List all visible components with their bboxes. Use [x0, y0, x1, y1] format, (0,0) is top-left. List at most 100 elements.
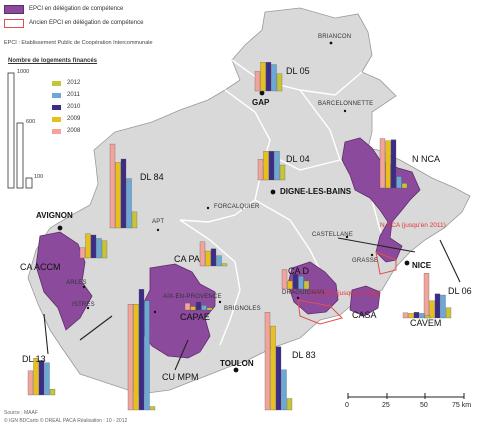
legend-year-2008: 2008	[52, 128, 80, 134]
scale-value-1000: 1000	[17, 69, 30, 75]
bar-ca-d-2010	[292, 273, 299, 290]
year-label: 2009	[67, 116, 81, 122]
bar-capae-2008	[184, 302, 191, 311]
bar-cavem-2008	[402, 312, 409, 319]
label-dl04: DL 04	[286, 154, 310, 164]
epci-definition: EPCI : Etablissement Public de Coopérati…	[4, 40, 153, 46]
bar-ca-d-2008	[281, 269, 288, 290]
bar-cu-mpm-2010	[138, 289, 145, 411]
bar-dl-06-2011	[440, 294, 446, 319]
bar-ca-d-2012	[303, 280, 310, 290]
bar-dl-04-2012	[279, 164, 286, 181]
bar-dl-13-2009	[33, 358, 39, 396]
year-label: 2012	[67, 80, 81, 86]
bar-dl-04-2009	[263, 151, 269, 181]
bar-dl-04-2008	[257, 159, 264, 181]
bar-n-nca-2011	[396, 176, 402, 189]
bar-dl-06-2010	[434, 293, 441, 319]
scale-tick-75km: 75 km	[452, 402, 472, 409]
city-castellane: CASTELLANE	[312, 232, 354, 238]
label-dl83: DL 83	[292, 350, 316, 360]
city-nice: NICE	[412, 261, 432, 270]
bar-dl-13-2012	[49, 389, 56, 396]
city-digne: DIGNE-LES-BAINS	[280, 187, 352, 196]
legend-nb-title: Nombre de logements financés	[8, 58, 98, 64]
bar-dl-84-2012	[131, 211, 138, 229]
year-swatch	[52, 128, 61, 134]
bar-dl-05-2009	[260, 62, 266, 92]
year-swatch	[52, 116, 61, 122]
year-label: 2010	[67, 104, 81, 110]
label-dl84: DL 84	[140, 172, 164, 182]
year-label: 2008	[67, 128, 81, 134]
bar-n-nca-2009	[385, 140, 391, 189]
bar-dl-84-2010	[120, 158, 127, 229]
bar-ca-pa-2010	[210, 248, 217, 267]
legend-bar-scale	[7, 72, 33, 189]
label-cavem: CAVEM	[410, 318, 442, 328]
bar-capae-2010	[195, 301, 202, 311]
bar-cavem-2012	[424, 315, 431, 319]
bar-dl-84-2009	[115, 162, 121, 229]
epci-accm	[35, 231, 93, 331]
legend-year-2011: 2011	[52, 92, 80, 98]
scale-tick-0: 0	[345, 402, 349, 409]
city-draguignan: DRAGUIGNAN	[282, 290, 325, 296]
scale-tick-50: 50	[420, 402, 428, 409]
bar-ca-pa-2009	[205, 250, 211, 267]
note-cad-old: CA CSD (jusqu'en 2011)	[310, 290, 381, 297]
bar-dl-05-2012	[276, 73, 283, 92]
city-briancon: BRIANCON	[318, 34, 352, 40]
source-line-2: © IGN BDCarto © DREAL PACA Réalisation :…	[4, 418, 128, 424]
label-capae: CAPAE	[180, 312, 210, 322]
bar-ca-accm-2012	[101, 240, 108, 259]
city-barcelonnette: BARCELONNETTE	[318, 101, 374, 107]
city-toulon: TOULON	[220, 359, 254, 368]
legend-year-2009: 2009	[52, 116, 80, 122]
bar-cavem-2011	[419, 313, 425, 319]
legend-epci-label: EPCI en délégation de compétence	[29, 6, 124, 12]
bar-capae-2012	[206, 307, 213, 311]
bar-ca-d-2011	[298, 276, 304, 290]
bar-cu-mpm-2012	[149, 406, 156, 411]
label-cu-mpm: CU MPM	[162, 372, 199, 382]
city-gap: GAP	[252, 98, 270, 107]
epci-swatch	[4, 4, 24, 14]
bar-cu-mpm-2009	[133, 304, 139, 411]
city-arles: ARLES	[66, 280, 87, 286]
bar-dl-04-2010	[268, 151, 275, 181]
epci-ancien-nca	[375, 251, 397, 275]
bar-cu-mpm-2011	[144, 300, 150, 411]
scale-value-600: 600	[26, 119, 36, 125]
legend: EPCI en délégation de compétence Ancien …	[4, 4, 143, 32]
label-nnca: N NCA	[412, 154, 441, 164]
bar-dl-83-2009	[270, 325, 276, 411]
scale-tick-25: 25	[382, 402, 390, 409]
bar-n-nca-2010	[390, 139, 397, 189]
label-dl05: DL 05	[286, 66, 310, 76]
city-grasse: GRASSE	[352, 258, 379, 264]
bar-capae-2011	[201, 305, 207, 311]
bar-ca-accm-2009	[85, 233, 91, 259]
label-dl13: DL 13	[22, 354, 46, 364]
bar-dl-83-2012	[286, 398, 293, 411]
year-swatch	[52, 92, 61, 98]
bar-cavem-2009	[408, 313, 414, 319]
year-swatch	[52, 80, 61, 86]
bar-dl-13-2010	[38, 360, 45, 396]
bar-ca-pa-2008	[199, 241, 206, 267]
scale-value-100: 100	[34, 174, 44, 180]
bar-dl-05-2008	[254, 71, 261, 92]
bar-n-nca-2008	[379, 138, 386, 189]
label-dl06: DL 06	[448, 286, 472, 296]
year-label: 2011	[67, 92, 80, 98]
bar-dl-13-2008	[27, 370, 34, 396]
bar-dl-06-2009	[429, 300, 435, 319]
note-nca-old: N NCA (jusqu'en 2011)	[380, 222, 446, 229]
bar-dl-83-2008	[264, 312, 271, 411]
bar-charts	[27, 62, 452, 411]
bar-n-nca-2012	[401, 183, 408, 189]
city-avignon: AVIGNON	[36, 211, 73, 220]
